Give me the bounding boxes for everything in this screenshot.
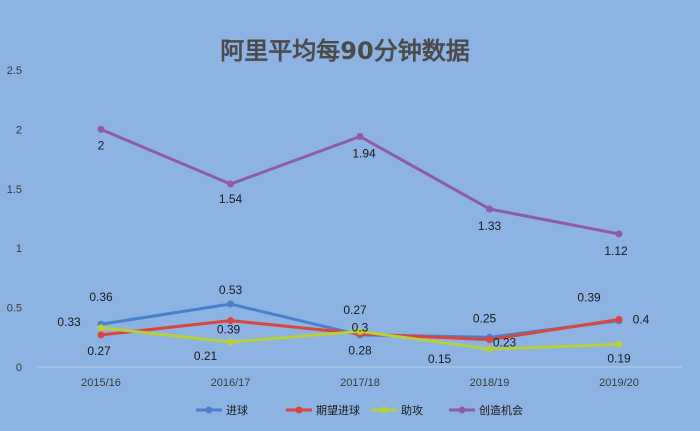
data-label: 0.27 — [343, 303, 367, 317]
data-point — [227, 180, 234, 188]
data-point — [356, 327, 364, 335]
legend-marker — [205, 406, 213, 414]
data-point — [227, 317, 234, 325]
chart-title: 阿里平均每90分钟数据 — [220, 37, 469, 65]
y-tick-label: 2.5 — [7, 65, 22, 77]
data-label: 0.27 — [87, 344, 111, 358]
data-label: 0.23 — [493, 336, 517, 350]
legend-label: 创造机会 — [479, 403, 523, 417]
x-tick-label: 2015/16 — [81, 377, 121, 389]
x-tick-label: 2016/17 — [211, 377, 251, 389]
data-label: 0.21 — [194, 349, 218, 363]
data-label: 0.53 — [219, 283, 243, 297]
data-label: 1.33 — [478, 219, 502, 233]
x-tick-label: 2019/20 — [599, 377, 639, 389]
data-point — [486, 336, 493, 344]
legend: 进球 期望进球 助攻 创造机会 — [196, 403, 523, 417]
y-axis-ticks: 0 0.5 1 1.5 2 2.5 — [7, 65, 22, 374]
y-tick-label: 0 — [16, 362, 22, 374]
data-point — [615, 230, 623, 238]
data-point — [97, 324, 105, 332]
legend-label: 期望进球 — [316, 403, 360, 417]
legend-marker — [380, 406, 388, 414]
y-tick-label: 1 — [16, 243, 22, 255]
data-label: 1.54 — [219, 192, 243, 206]
data-point — [97, 331, 105, 339]
data-label: 0.39 — [217, 323, 241, 337]
y-tick-label: 0.5 — [7, 303, 22, 315]
data-point — [615, 340, 623, 348]
y-tick-label: 1.5 — [7, 184, 22, 196]
data-label: 0.4 — [633, 312, 650, 326]
data-labels: 0.36 0.53 0.27 0.25 0.39 0.27 0.39 0.28 0.23 0.4 0… — [57, 138, 649, 366]
y-tick-label: 2 — [16, 124, 22, 136]
data-label: 0.33 — [57, 315, 81, 329]
x-tick-label: 2018/19 — [470, 377, 510, 389]
data-point — [227, 338, 234, 346]
data-label: 0.19 — [607, 351, 631, 365]
data-label: 0.39 — [577, 291, 601, 305]
data-label: 0.3 — [352, 320, 369, 334]
data-label: 0.15 — [428, 352, 452, 366]
data-point — [486, 345, 493, 353]
data-point — [97, 125, 105, 133]
data-label: 2 — [98, 138, 105, 152]
data-label: 0.36 — [89, 290, 113, 304]
data-label: 0.28 — [348, 344, 372, 358]
x-axis-ticks: 2015/16 2016/17 2017/18 2018/19 2019/20 — [81, 377, 639, 389]
data-point — [227, 300, 234, 308]
data-point — [486, 205, 493, 213]
series-line — [100, 128, 620, 236]
data-label: 0.25 — [473, 311, 497, 325]
data-label: 1.94 — [352, 147, 376, 161]
legend-label: 进球 — [226, 403, 248, 417]
data-point — [615, 315, 623, 323]
legend-marker — [295, 406, 303, 414]
legend-label: 助攻 — [401, 403, 423, 417]
series-layer — [97, 125, 623, 353]
legend-marker — [458, 406, 466, 414]
x-tick-label: 2017/18 — [340, 377, 380, 389]
data-label: 1.12 — [604, 244, 628, 258]
data-point — [356, 133, 364, 141]
